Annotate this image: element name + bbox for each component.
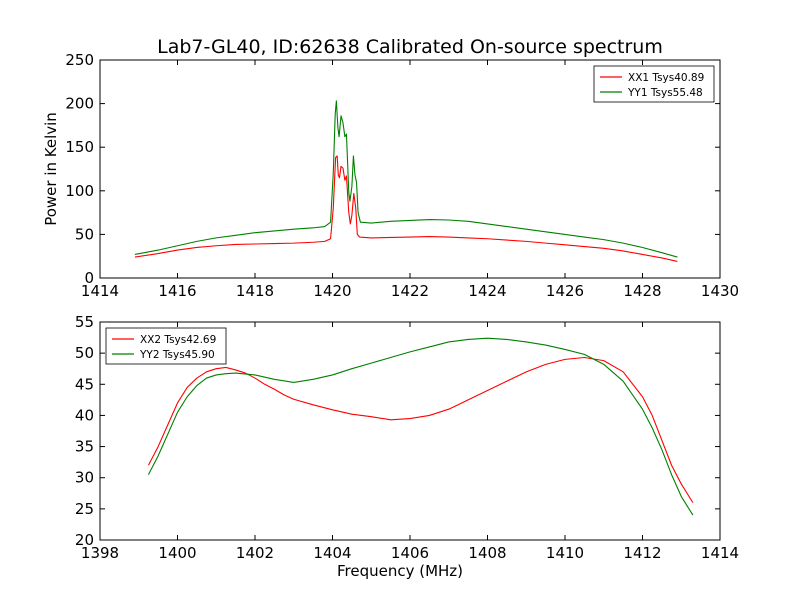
top-plot: 1414 1416 1418 1420 1422 1424 1426 1428 1430 0 50 1… [42,51,739,300]
x-tick-label: 1410 [546,544,584,562]
x-tick-label: 1428 [623,282,661,300]
x-tick-label: 1420 [313,282,351,300]
x-tick-label: 1400 [158,544,196,562]
y-tick-label: 200 [65,95,94,113]
x-tick-label: 1414 [81,282,119,300]
y-tick-label: 100 [65,182,94,200]
y-tick-label: 55 [75,313,94,331]
x-tick-label: 1424 [468,282,506,300]
y-tick-label: 20 [75,531,94,549]
legend-entry: XX1 Tsys40.89 [628,72,704,84]
legend-box [105,327,227,365]
y-tick-label: 0 [84,269,94,287]
x-tick-label: 1412 [623,544,661,562]
y-axis-label: Power in Kelvin [42,112,60,226]
x-tick-label: 1402 [236,544,274,562]
y-tick-label: 25 [75,500,94,518]
y-tick-label: 150 [65,138,94,156]
x-tick-label: 1408 [468,544,506,562]
legend: XX2 Tsys42.69 YY2 Tsys45.90 [105,327,227,365]
legend-box [593,65,715,103]
legend: XX1 Tsys40.89 YY1 Tsys55.48 [593,65,715,103]
y-tick-label: 35 [75,438,94,456]
legend-entry: XX2 Tsys42.69 [140,334,216,346]
x-tick-label: 1426 [546,282,584,300]
bottom-plot: 1398 1400 1402 1404 1406 1408 1410 1412 1414 20 25… [75,313,739,580]
x-tick-label: 1414 [701,544,739,562]
y-tick-label: 30 [75,469,94,487]
x-tick-label: 1416 [158,282,196,300]
x-tick-label: 1430 [701,282,739,300]
series-line-1 [147,356,694,503]
series-line-2 [147,337,694,516]
x-tick-label: 1422 [391,282,429,300]
series-line-2 [134,100,678,258]
x-axis-label: Frequency (MHz) [337,562,463,580]
y-tick-label: 45 [75,375,94,393]
y-tick-label: 250 [65,51,94,69]
x-tick-label: 1404 [313,544,351,562]
series-line-1 [134,155,678,262]
y-tick-label: 50 [75,344,94,362]
figure-title: Lab7-GL40, ID:62638 Calibrated On-source… [157,36,663,58]
legend-entry: YY1 Tsys55.48 [627,87,703,99]
x-tick-label: 1418 [236,282,274,300]
x-tick-label: 1398 [81,544,119,562]
legend-entry: YY2 Tsys45.90 [139,349,215,361]
y-tick-label: 50 [75,225,94,243]
y-tick-label: 40 [75,406,94,424]
x-tick-label: 1406 [391,544,429,562]
